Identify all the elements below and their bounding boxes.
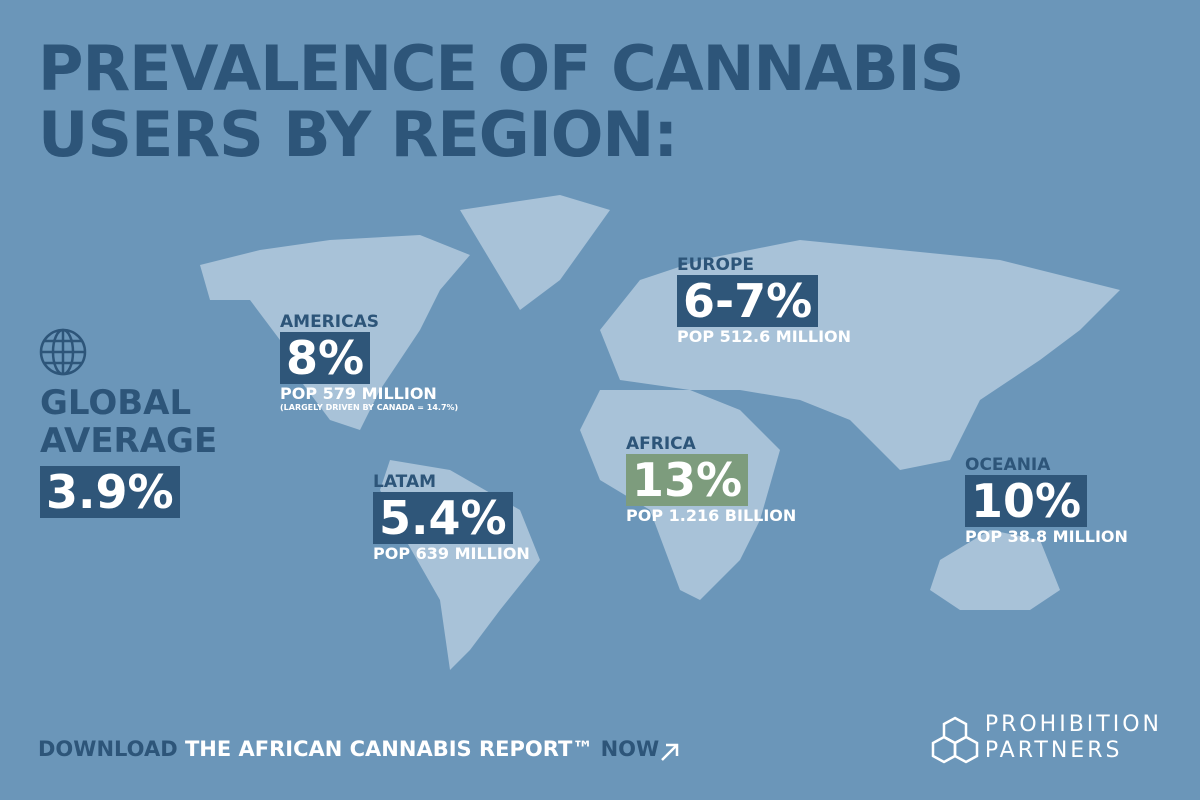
region-value: 6-7%	[677, 275, 819, 327]
region-value: 13%	[626, 454, 749, 506]
title-line: USERS BY REGION:	[38, 98, 678, 171]
global-average: GLOBAL AVERAGE 3.9%	[40, 330, 217, 518]
region-population: POP 1.216 BILLION	[626, 506, 797, 525]
cta-prefix: DOWNLOAD	[38, 737, 178, 761]
region-africa: AFRICA 13% POP 1.216 BILLION	[626, 434, 796, 525]
logo-line: PARTNERS	[984, 738, 1123, 763]
region-population: POP 38.8 MILLION	[965, 527, 1128, 546]
region-name: AFRICA	[626, 434, 696, 454]
global-label-line: AVERAGE	[40, 421, 218, 461]
region-population: POP 512.6 MILLION	[677, 327, 852, 346]
cta-suffix: NOW	[600, 737, 660, 761]
region-name: LATAM	[373, 472, 437, 492]
region-value: 10%	[965, 475, 1088, 527]
greenland	[460, 195, 610, 310]
global-label: GLOBAL AVERAGE	[40, 384, 217, 460]
region-value: 8%	[280, 332, 371, 384]
region-population: POP 579 MILLION	[280, 384, 437, 403]
region-note: (LARGELY DRIVEN BY CANADA = 14.7%)	[280, 403, 459, 412]
title-line: PREVALENCE OF CANNABIS	[38, 32, 964, 105]
global-value: 3.9%	[40, 466, 180, 518]
region-name: AMERICAS	[280, 312, 379, 332]
logo-icon	[931, 716, 979, 764]
region-name: OCEANIA	[965, 455, 1051, 475]
region-oceania: OCEANIA 10% POP 38.8 MILLION	[965, 455, 1128, 546]
globe-icon	[39, 328, 87, 376]
region-latam: LATAM 5.4% POP 639 MILLION	[373, 472, 530, 563]
arrow-icon	[661, 743, 679, 761]
logo: PROHIBITION PARTNERS	[985, 712, 1162, 764]
region-europe: EUROPE 6-7% POP 512.6 MILLION	[677, 255, 851, 346]
cta-title: THE AFRICAN CANNABIS REPORT™	[184, 737, 594, 761]
region-name: EUROPE	[677, 255, 755, 275]
title: PREVALENCE OF CANNABIS USERS BY REGION:	[38, 32, 964, 171]
logo-line: PROHIBITION	[984, 712, 1162, 737]
region-americas: AMERICAS 8% POP 579 MILLION (LARGELY DRI…	[280, 312, 458, 412]
region-value: 5.4%	[373, 492, 513, 544]
australia	[930, 530, 1060, 610]
download-link[interactable]: DOWNLOAD THE AFRICAN CANNABIS REPORT™ NO…	[38, 737, 659, 761]
region-population: POP 639 MILLION	[373, 544, 530, 563]
global-label-line: GLOBAL	[40, 383, 192, 423]
